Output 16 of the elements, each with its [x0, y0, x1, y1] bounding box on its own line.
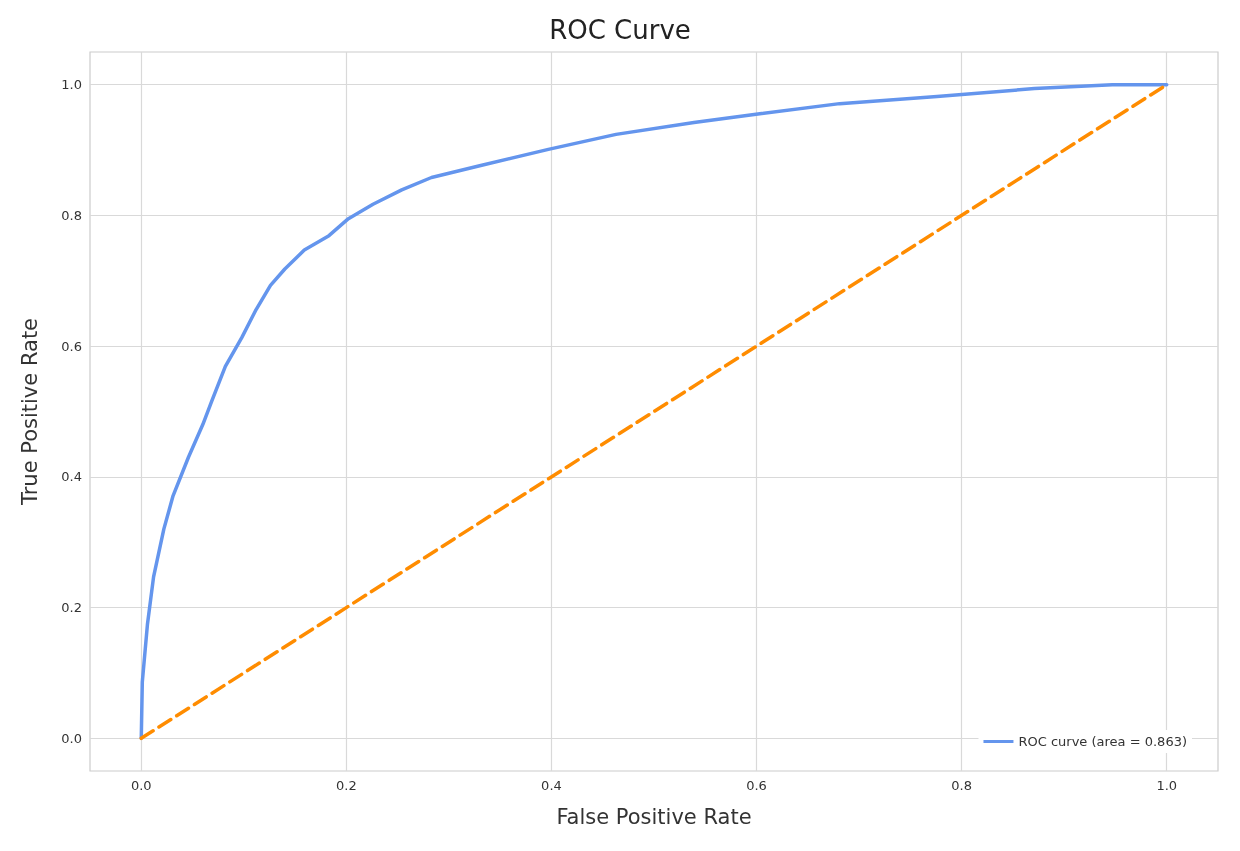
x-tick-label: 0.8: [951, 778, 972, 793]
y-tick-label: 0.8: [61, 207, 82, 223]
x-tick-label: 0.2: [336, 778, 357, 793]
x-axis-title: False Positive Rate: [556, 804, 752, 829]
legend-label: ROC curve (area = 0.863): [1018, 734, 1188, 749]
chart-title: ROC Curve: [549, 15, 691, 45]
y-tick-label: 0.4: [61, 469, 82, 485]
y-tick-label: 0.0: [61, 730, 82, 746]
x-tick-label: 0.4: [541, 778, 562, 793]
x-tick-label: 1.0: [1156, 778, 1178, 793]
y-tick-label: 1.0: [61, 77, 82, 93]
x-tick-label: 0.0: [130, 778, 152, 793]
y-axis-title: True Positive Rate: [17, 317, 42, 507]
x-tick-label: 0.6: [746, 778, 767, 793]
y-tick-label: 0.6: [61, 338, 82, 354]
y-tick-label: 0.2: [61, 600, 82, 616]
